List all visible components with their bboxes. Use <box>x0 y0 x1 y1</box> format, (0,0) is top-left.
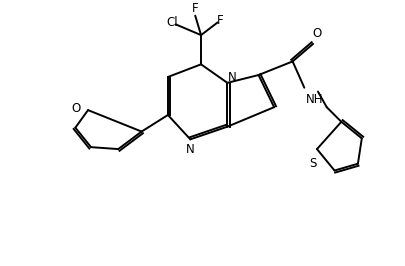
Text: N: N <box>227 72 236 85</box>
Text: Cl: Cl <box>166 16 177 29</box>
Text: O: O <box>311 27 321 40</box>
Text: NH: NH <box>305 93 323 106</box>
Text: F: F <box>216 14 223 27</box>
Text: N: N <box>185 143 194 156</box>
Text: O: O <box>72 102 81 115</box>
Text: F: F <box>192 2 198 15</box>
Text: S: S <box>309 157 316 170</box>
